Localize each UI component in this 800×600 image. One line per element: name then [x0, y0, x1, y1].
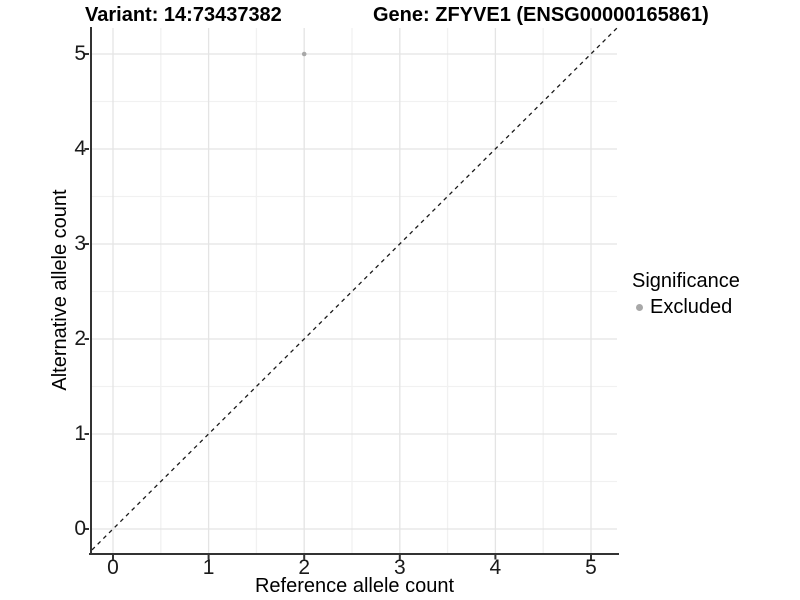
y-tick-label: 4: [74, 137, 86, 160]
legend-item-excluded: Excluded: [630, 296, 740, 319]
y-tick-label: 0: [74, 517, 86, 540]
legend-title: Significance: [632, 270, 740, 292]
y-tick-label: 3: [74, 232, 86, 255]
x-tick-label: 1: [202, 556, 215, 579]
x-tick-label: 2: [298, 556, 311, 579]
y-tick-label: 1: [74, 422, 86, 445]
x-tick-label: 3: [393, 556, 406, 579]
y-tick-label: 5: [74, 42, 86, 65]
y-axis-title: Alternative allele count: [49, 189, 71, 391]
x-tick-label: 4: [489, 556, 502, 579]
identity-reference-line: [91, 27, 618, 551]
x-tick-label: 5: [585, 556, 597, 579]
y-tick-label: 2: [74, 327, 86, 350]
legend-item-label: Excluded: [650, 296, 733, 318]
data-point: [301, 51, 307, 57]
plot-title-gene: Gene: ZFYVE1 (ENSG00000165861): [373, 4, 709, 26]
x-tick-label: 0: [107, 556, 119, 579]
plot-title-variant: Variant: 14:73437382: [85, 4, 282, 26]
legend: Significance Excluded: [630, 270, 740, 319]
x-axis-title: Reference allele count: [254, 575, 454, 597]
legend-key-dot-icon: [636, 304, 643, 311]
